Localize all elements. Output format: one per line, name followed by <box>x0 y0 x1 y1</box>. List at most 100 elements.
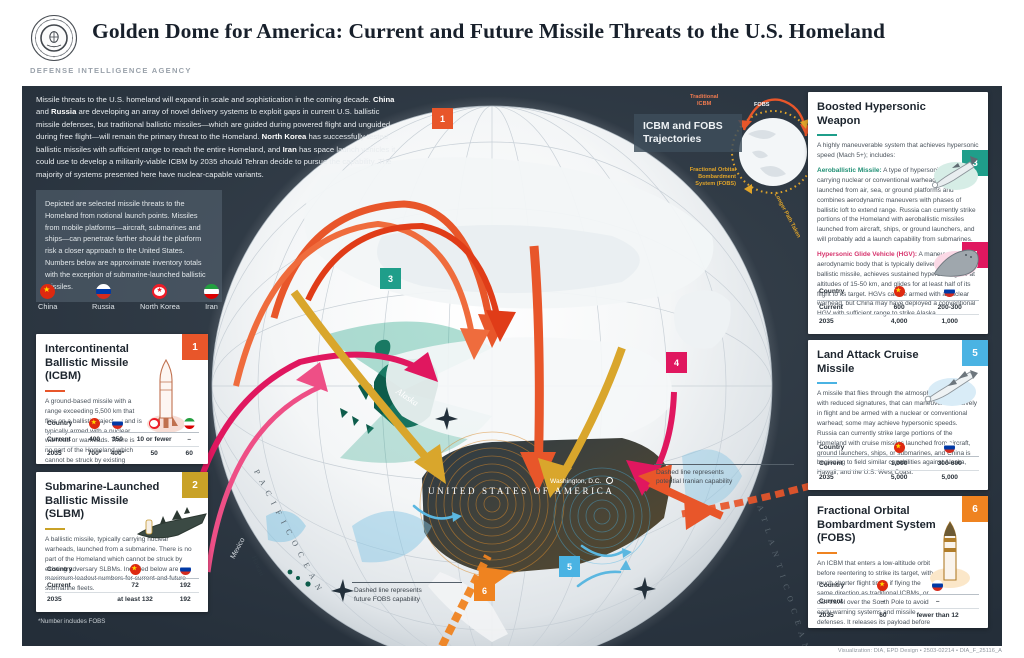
china-flag-icon: ★ <box>40 284 56 299</box>
agency-label: DEFENSE INTELLIGENCE AGENCY <box>30 66 192 75</box>
table-row: Current 400 350 10 or fewer – <box>45 432 199 447</box>
russia-flag-icon <box>944 286 956 297</box>
washington-dc-label: Washington, D.C. <box>550 476 614 485</box>
flag-legend-russia: Russia <box>92 284 115 311</box>
fobs-label-text: FOBS <box>754 102 770 108</box>
slbm-row-2035-label: 2035 <box>47 596 62 603</box>
lacm-current-russia: 300-600 <box>920 456 979 471</box>
russia-flag-icon <box>179 564 191 575</box>
card-hypersonic-badge-3: 3 <box>962 150 988 176</box>
lacm-2035-russia: 5,000 <box>941 474 958 481</box>
north-korea-flag-icon: ★ <box>152 284 168 299</box>
intro-emphasis: Russia <box>51 107 77 117</box>
map-marker-1[interactable]: 1 <box>432 108 453 129</box>
icbm-th-country: Country <box>45 415 84 433</box>
table-row: 2035 700* 400* 50 60 <box>45 447 199 461</box>
slbm-th-russia <box>171 561 199 579</box>
legend-fobs-line2: future FOBS capability <box>354 596 420 604</box>
flag-legend-label: Iran <box>205 302 218 311</box>
card-icbm[interactable]: 1 Intercontinental Ballistic Missile (IC… <box>36 334 208 464</box>
traditional-icbm-label: Traditional ICBM <box>690 94 718 108</box>
hyp-2035-china: 4,000 <box>890 318 908 325</box>
inset-title-line1: ICBM and FOBS <box>643 121 723 132</box>
credit-text: Visualization: DIA, EPD Design • 2503-02… <box>837 648 1002 654</box>
slbm-current-russia: 192 <box>171 578 199 593</box>
card-fobs-badge: 6 <box>962 496 988 522</box>
intro-text: are developing an array of novel deliver… <box>36 107 391 142</box>
table-row: 2035 5,000 5,000 <box>817 471 979 485</box>
intro-emphasis: North Korea <box>261 132 307 142</box>
flag-legend-label: North Korea <box>140 302 180 311</box>
china-flag-icon: ★ <box>893 286 905 297</box>
credit-line: Visualization: DIA, EPD Design • 2503-02… <box>838 648 1002 654</box>
card-hypersonic-number-3: 3 <box>972 157 978 169</box>
intro-paragraph: Missile threats to the U.S. homeland wil… <box>36 94 402 181</box>
china-flag-icon: ★ <box>129 564 141 575</box>
card-fobs-title: Fractional Orbital Bombardment System (F… <box>817 505 936 545</box>
inset-title-line2: Trajectories <box>643 134 702 145</box>
card-hypersonic-body: A highly maneuverable system that achiev… <box>817 142 979 160</box>
slbm-2035-china: at least 132 <box>117 596 153 603</box>
traditional-icbm-label-line2: ICBM <box>697 100 712 107</box>
table-row: 2035 60 fewer than 12 <box>817 609 979 623</box>
traditional-icbm-label-line1: Traditional <box>690 94 719 100</box>
icbm-th-iran <box>179 415 199 433</box>
page-title: Golden Dome for America: Current and Fut… <box>92 19 886 43</box>
capital-marker-icon <box>606 477 614 484</box>
card-fobs-number: 6 <box>972 503 978 515</box>
russia-flag-icon <box>111 418 123 429</box>
card-slbm-number: 2 <box>192 479 198 491</box>
lacm-th-country: Country <box>817 439 878 457</box>
table-row: Current 72 192 <box>45 578 199 593</box>
inset-title: ICBM and FOBS Trajectories <box>634 114 742 152</box>
map-marker-6[interactable]: 6 <box>474 580 495 601</box>
card-slbm-badge: 2 <box>182 472 208 498</box>
icbm-row-2035-label: 2035 <box>47 450 62 457</box>
fobs-current-russia: – <box>896 594 979 609</box>
card-lacm-number: 5 <box>972 347 978 359</box>
card-hypersonic-aeroballistic: Aeroballistic Missile: A type of hyperso… <box>817 166 979 245</box>
infographic-board: ICBM and FOBS Trajectories Traditional I… <box>22 86 1002 646</box>
lacm-th-russia <box>920 439 979 457</box>
north-korea-flag-icon <box>148 418 160 429</box>
flag-legend-label: Russia <box>92 302 115 311</box>
card-fobs-table: Country ★ Current – – 2035 60 fewer than <box>817 577 979 622</box>
hyp-current-russia: 200-300 <box>920 300 979 315</box>
hyp-th-china: ★ <box>877 283 921 301</box>
card-icbm-title: Intercontinental Ballistic Missile (ICBM… <box>45 343 129 383</box>
usa-label: UNITED STATES OF AMERICA <box>428 486 614 496</box>
card-boosted-hypersonic[interactable]: 3 4 Boosted Hypersonic Weapon A highly m… <box>808 92 988 334</box>
icbm-current-russia: 350 <box>106 432 129 447</box>
intro-emphasis: China <box>373 95 395 104</box>
map-marker-4[interactable]: 4 <box>666 352 687 373</box>
russia-flag-icon <box>944 442 956 453</box>
card-lacm-title: Land Attack Cruise Missile <box>817 349 919 375</box>
fobs-th-russia <box>896 577 979 595</box>
usa-text: UNITED STATES OF AMERICA <box>428 486 615 496</box>
card-icbm-rule <box>45 389 65 392</box>
icbm-th-nk <box>128 415 180 433</box>
map-marker-5[interactable]: 5 <box>559 556 580 577</box>
lacm-row-current-label: Current <box>817 456 878 471</box>
fobs-current-china: – <box>869 594 897 609</box>
china-flag-icon: ★ <box>89 418 101 429</box>
map-marker-5-number: 5 <box>566 561 572 572</box>
card-fobs[interactable]: 6 Fractional Orbital Bombardment System … <box>808 496 988 628</box>
card-hypersonic-table: Country ★ Current 600 200-300 2035 4,000 <box>817 283 979 328</box>
aeroballistic-term: Aeroballistic Missile: <box>817 167 882 175</box>
card-lacm[interactable]: 5 Land Attack Cruise Missile A missile t… <box>808 340 988 490</box>
table-row: 2035 4,000 1,000 <box>817 315 979 329</box>
fobs-full-line1: Fractional Orbital <box>689 167 736 173</box>
hyp-2035-russia: 1,000 <box>941 318 958 325</box>
card-hypersonic-badge-4: 4 <box>962 242 988 268</box>
intro-emphasis: Iran <box>282 144 297 154</box>
map-marker-1-number: 1 <box>439 113 445 124</box>
card-slbm[interactable]: 2 Submarine-Launched Ballistic Missile (… <box>36 472 208 612</box>
washington-dc-text: Washington, D.C. <box>550 478 602 485</box>
legend-fobs-line1: Dashed line represents <box>354 587 422 594</box>
map-marker-3[interactable]: 3 <box>380 268 401 289</box>
iran-flag-icon <box>183 418 195 429</box>
card-slbm-rule <box>45 527 65 530</box>
icbm-row-current-label: Current <box>45 432 84 447</box>
fobs-row-2035-label: 2035 <box>819 612 834 619</box>
